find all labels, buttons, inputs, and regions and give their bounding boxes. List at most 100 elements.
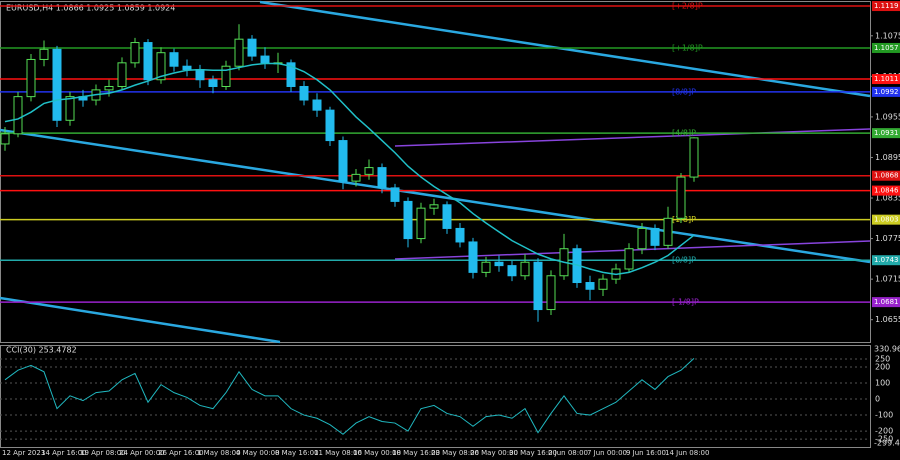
- x-tick-label: 9 Jun 16:00: [626, 449, 666, 457]
- x-tick-label: 1 May 08:00: [197, 449, 241, 457]
- candle-body: [325, 109, 335, 142]
- level-box: [872, 1, 900, 12]
- candle-body: [403, 200, 413, 240]
- candle-body: [65, 96, 75, 121]
- candle-body: [247, 38, 257, 57]
- level-name: [+1/8]P: [672, 43, 703, 52]
- x-tick-label: 8 May 16:00: [275, 449, 319, 457]
- candle-body: [117, 62, 127, 87]
- level-label: 1.1057: [874, 44, 899, 52]
- level-label: 1.0743: [874, 256, 899, 264]
- candle-body: [169, 52, 179, 67]
- chart-title: EURUSD,H4 1.0866 1.0925 1.0859 1.0924: [6, 4, 175, 13]
- candle-body: [13, 96, 23, 135]
- y-tick-label: -100: [875, 411, 893, 420]
- candle-body: [104, 85, 114, 91]
- candle-body: [143, 42, 153, 81]
- level-box: [872, 214, 900, 225]
- level-name: [1/8]P: [672, 215, 696, 224]
- candle-body: [390, 187, 400, 202]
- candle-body: [663, 217, 673, 246]
- trend-line: [259, 0, 871, 98]
- candle-body: [455, 227, 465, 243]
- level-label: 1.0846: [874, 187, 899, 195]
- y-tick-label: 1.1075: [875, 31, 900, 40]
- x-tick-label: 12 Apr 2023: [2, 449, 45, 457]
- level-name: [8/8]P: [672, 87, 696, 96]
- x-tick-label: 24 Apr 00:00: [119, 449, 165, 457]
- candle-body: [650, 227, 660, 246]
- x-tick-label: 16 May 00:00: [353, 449, 401, 457]
- level-label: 1.0931: [874, 129, 899, 137]
- candle-body: [377, 167, 387, 189]
- x-tick-label: 30 May 16:00: [509, 449, 557, 457]
- candle-body: [598, 278, 608, 290]
- level-box: [872, 42, 900, 53]
- candle-body: [156, 52, 166, 81]
- candle-body: [26, 58, 36, 98]
- candle-body: [182, 65, 192, 71]
- y-tick-label: 250: [875, 354, 890, 363]
- level-label: 1.0803: [874, 216, 899, 224]
- candle-body: [624, 248, 634, 270]
- candle-body: [676, 176, 686, 219]
- level-box: [872, 74, 900, 85]
- candle-body: [234, 38, 244, 67]
- level-name: [-1/8]P: [672, 298, 699, 307]
- candle-body: [0, 133, 10, 145]
- x-tick-label: 14 Jun 08:00: [665, 449, 709, 457]
- x-tick-label: 7 Jun 00:00: [587, 449, 627, 457]
- level-box: [872, 297, 900, 308]
- candle-body: [520, 261, 530, 277]
- candle-body: [338, 140, 348, 182]
- candle-body: [546, 275, 556, 311]
- x-tick-label: 26 May 00:00: [470, 449, 518, 457]
- candle-body: [637, 227, 647, 250]
- x-tick-label: 23 May 08:00: [431, 449, 479, 457]
- x-tick-label: 18 May 16:00: [392, 449, 440, 457]
- cci-frame: [0, 345, 871, 448]
- candle-body: [533, 261, 543, 311]
- trend-line: [0, 128, 871, 264]
- candle-body: [39, 48, 49, 60]
- level-name: [0/8]P: [672, 256, 696, 265]
- candle-body: [429, 204, 439, 209]
- level-box: [872, 185, 900, 196]
- x-tick-label: 4 May 00:00: [236, 449, 280, 457]
- level-name: [+2/8]P: [672, 2, 703, 11]
- candle-body: [507, 265, 517, 277]
- level-label: 1.0868: [874, 172, 899, 180]
- y-tick-label: 1.0895: [875, 153, 900, 162]
- candle-body: [260, 55, 270, 64]
- candle-body: [312, 99, 322, 111]
- cci-ylim-bottom: -299.427: [874, 439, 900, 448]
- candle-body: [52, 48, 62, 121]
- candle-body: [299, 85, 309, 101]
- trend-line: [0, 296, 281, 344]
- x-tick-label: 2 Jun 08:00: [548, 449, 588, 457]
- level-label: 1.0681: [874, 298, 899, 306]
- cci-line: [4, 358, 695, 435]
- level-box: [872, 170, 900, 181]
- y-tick-label: 1.0655: [875, 315, 900, 324]
- candle-body: [195, 69, 205, 81]
- x-tick-label: 26 Apr 16:00: [158, 449, 204, 457]
- candle-body: [364, 167, 374, 175]
- y-tick-label: 1.0715: [875, 275, 900, 284]
- y-tick-label: 0: [875, 395, 880, 404]
- candle-body: [130, 42, 140, 64]
- y-tick-label: 1.0775: [875, 234, 900, 243]
- candle-body: [221, 65, 231, 87]
- candle-body: [442, 204, 452, 229]
- y-tick-label: -250: [875, 435, 893, 444]
- moving-average: [4, 62, 695, 276]
- candle-body: [494, 261, 504, 267]
- candle-body: [286, 62, 296, 87]
- level-label: 1.1011: [874, 75, 899, 83]
- y-tick-label: 1.0955: [875, 112, 900, 121]
- y-tick-label: 1.0835: [875, 194, 900, 203]
- candle-body: [689, 137, 699, 178]
- x-tick-label: 11 May 08:00: [314, 449, 362, 457]
